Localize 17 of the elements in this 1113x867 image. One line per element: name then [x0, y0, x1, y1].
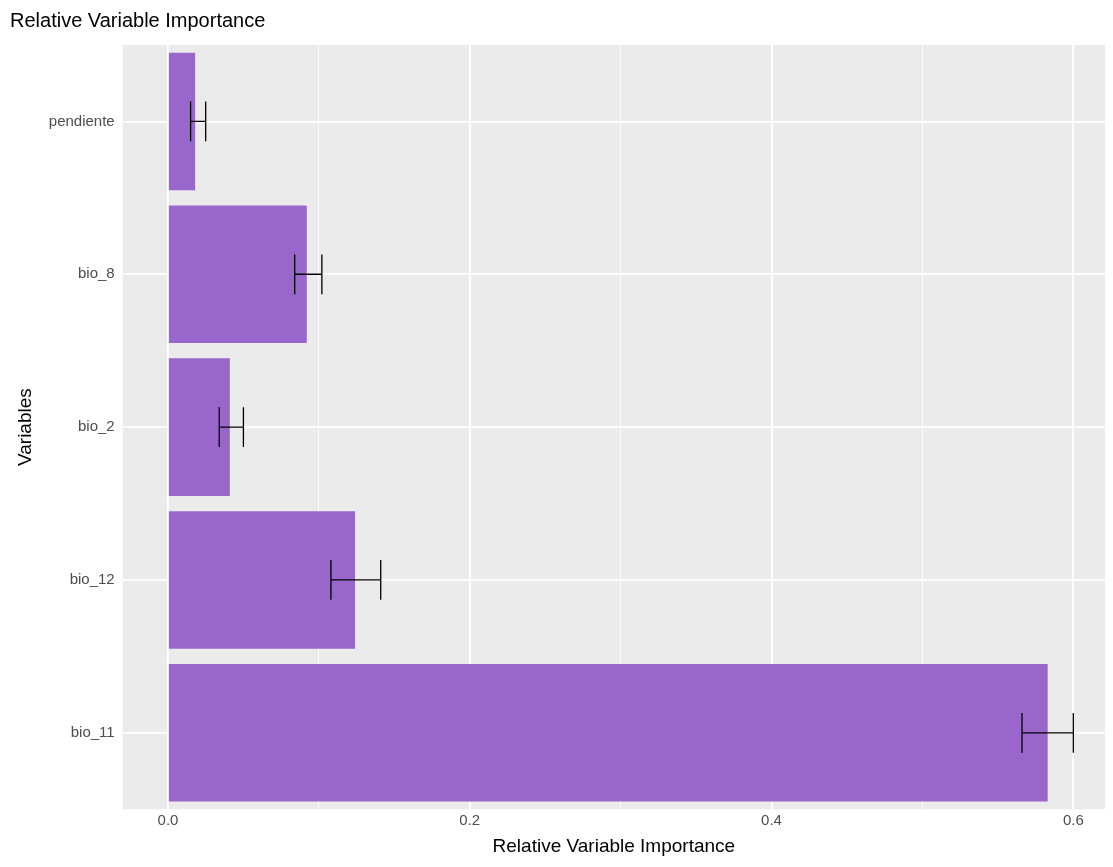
bar — [168, 52, 196, 191]
y-tick-label: bio_12 — [69, 570, 115, 588]
x-axis-title: Relative Variable Importance — [492, 834, 736, 856]
y-tick-label: bio_11 — [70, 722, 115, 740]
bar — [168, 664, 1048, 802]
bar — [168, 358, 230, 496]
bar — [168, 511, 356, 649]
x-tick-label: 0.0 — [157, 811, 179, 829]
chart-title: Relative Variable Importance — [10, 8, 266, 31]
y-axis-title: Variables — [13, 388, 35, 467]
x-tick-label: 0.4 — [761, 811, 782, 829]
x-tick-label: 0.2 — [459, 811, 481, 829]
y-tick-label: bio_8 — [77, 264, 115, 282]
bar — [168, 205, 307, 344]
y-tick-label: pendiente — [48, 111, 115, 129]
y-tick-label: bio_2 — [77, 417, 115, 435]
x-tick-label: 0.6 — [1062, 811, 1084, 829]
